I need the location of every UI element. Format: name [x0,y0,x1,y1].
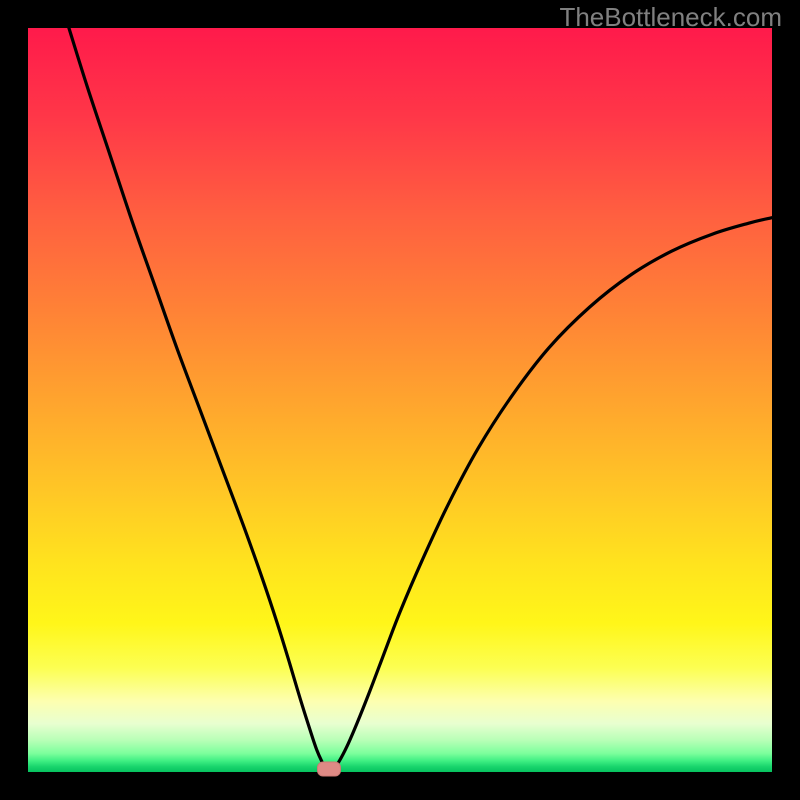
curve-left-branch [69,28,329,772]
plot-area [28,28,772,772]
optimum-marker [317,762,341,777]
bottleneck-curve [28,28,772,772]
curve-right-branch [329,218,772,772]
watermark-text: TheBottleneck.com [559,2,782,33]
